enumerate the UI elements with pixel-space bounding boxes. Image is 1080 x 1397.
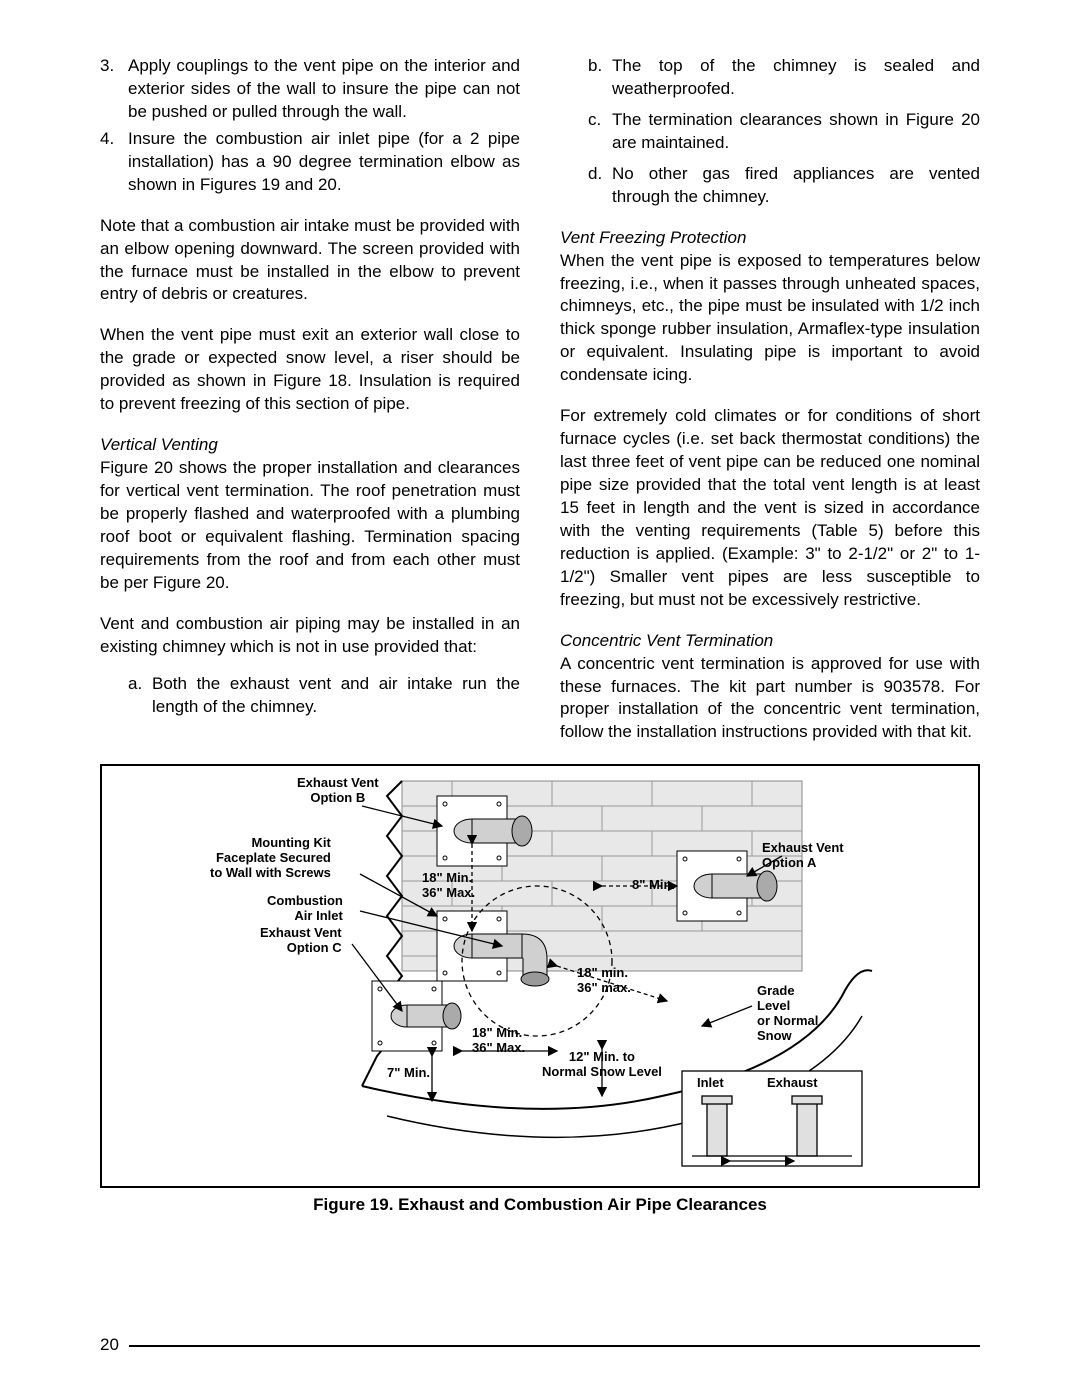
label-mounting-kit: Mounting Kit Faceplate Secured to Wall w… <box>210 836 331 881</box>
label-18min-36max-c: 18" Min. 36" Max. <box>472 1026 525 1056</box>
step-number: 4. <box>100 128 128 197</box>
footer-rule <box>129 1345 980 1347</box>
item-c: c. The termination clearances shown in F… <box>560 109 980 155</box>
numbered-steps-continued: 3. Apply couplings to the vent pipe on t… <box>100 55 520 197</box>
label-18min-36max-b: 18" min. 36" max. <box>577 966 631 996</box>
item-text: Both the exhaust vent and air intake run… <box>152 673 520 719</box>
step-text: Apply couplings to the vent pipe on the … <box>128 55 520 124</box>
label-exhaust-vent-b: Exhaust Vent Option B <box>297 776 379 806</box>
letter: a. <box>128 673 152 719</box>
item-text: The termination clearances shown in Figu… <box>612 109 980 155</box>
lettered-list-a: a. Both the exhaust vent and air intake … <box>100 673 520 719</box>
subheading-concentric: Concentric Vent Termination <box>560 630 980 653</box>
paragraph: Vent and combustion air piping may be in… <box>100 613 520 659</box>
paragraph: Note that a combustion air intake must b… <box>100 215 520 307</box>
paragraph: When the vent pipe is exposed to tempera… <box>560 250 980 388</box>
two-column-layout: 3. Apply couplings to the vent pipe on t… <box>100 55 980 744</box>
letter: d. <box>588 163 612 209</box>
letter: c. <box>588 109 612 155</box>
left-column: 3. Apply couplings to the vent pipe on t… <box>100 55 520 744</box>
letter: b. <box>588 55 612 101</box>
subheading-vertical-venting: Vertical Venting <box>100 434 520 457</box>
page-number: 20 <box>100 1334 129 1357</box>
label-18min-36max-a: 18" Min. 36" Max. <box>422 871 475 901</box>
label-12min-snow: 12" Min. to Normal Snow Level <box>542 1050 662 1080</box>
item-text: The top of the chimney is sealed and wea… <box>612 55 980 101</box>
diagram-svg <box>102 766 978 1186</box>
label-exhaust-vent-a: Exhaust Vent Option A <box>762 841 844 871</box>
lettered-list-bcd: b. The top of the chimney is sealed and … <box>560 55 980 209</box>
item-a: a. Both the exhaust vent and air intake … <box>100 673 520 719</box>
step-3: 3. Apply couplings to the vent pipe on t… <box>100 55 520 124</box>
label-exhaust-vent-c: Exhaust Vent Option C <box>260 926 342 956</box>
label-inlet: Inlet <box>697 1076 724 1091</box>
item-b: b. The top of the chimney is sealed and … <box>560 55 980 101</box>
page: 3. Apply couplings to the vent pipe on t… <box>0 0 1080 1397</box>
label-7min: 7" Min. <box>387 1066 430 1081</box>
label-exhaust: Exhaust <box>767 1076 818 1091</box>
figure-19-caption: Figure 19. Exhaust and Combustion Air Pi… <box>100 1194 980 1217</box>
paragraph: When the vent pipe must exit an exterior… <box>100 324 520 416</box>
item-text: No other gas fired appliances are vented… <box>612 163 980 209</box>
step-number: 3. <box>100 55 128 124</box>
label-combustion-air-inlet: Combustion Air Inlet <box>267 894 343 924</box>
right-column: b. The top of the chimney is sealed and … <box>560 55 980 744</box>
paragraph: Figure 20 shows the proper installation … <box>100 457 520 595</box>
item-d: d. No other gas fired appliances are ven… <box>560 163 980 209</box>
figure-19-diagram: Exhaust Vent Option B Mounting Kit Facep… <box>100 764 980 1188</box>
step-4: 4. Insure the combustion air inlet pipe … <box>100 128 520 197</box>
page-footer: 20 <box>100 1334 980 1357</box>
label-grade-level: Grade Level or Normal Snow <box>757 984 818 1044</box>
subheading-vent-freezing: Vent Freezing Protection <box>560 227 980 250</box>
label-8min: 8" Min. <box>632 878 675 893</box>
paragraph: A concentric vent termination is approve… <box>560 653 980 745</box>
paragraph: For extremely cold climates or for condi… <box>560 405 980 611</box>
step-text: Insure the combustion air inlet pipe (fo… <box>128 128 520 197</box>
